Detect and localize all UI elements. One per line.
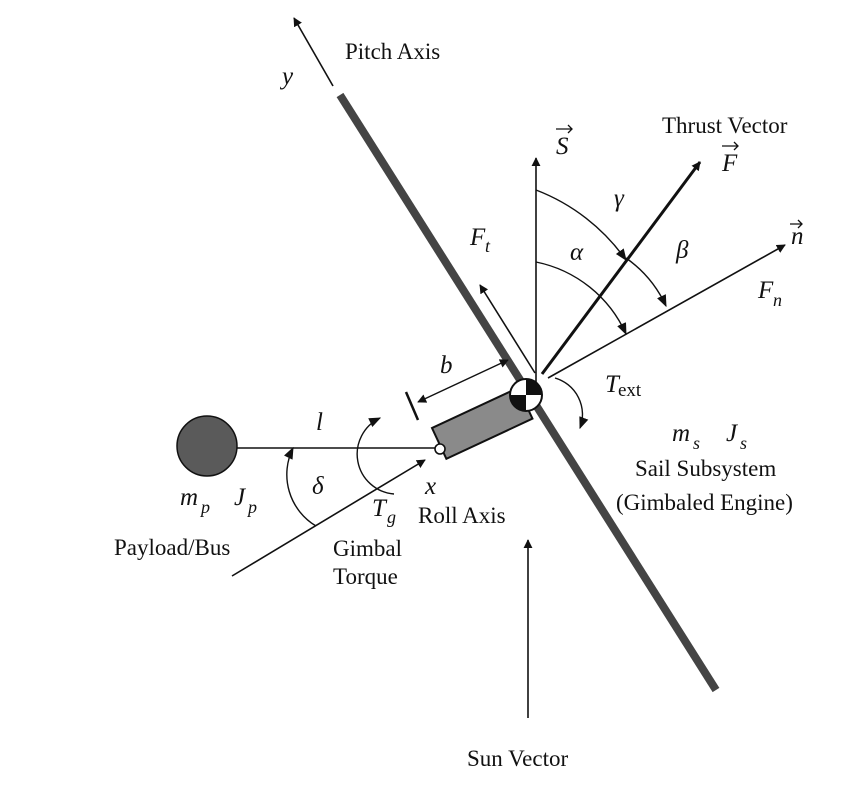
svg-text:p: p <box>199 497 210 517</box>
svg-text:T: T <box>605 371 621 398</box>
sun-vector-label: Sun Vector <box>467 746 568 771</box>
svg-text:n: n <box>791 223 804 250</box>
roll-axis-arrow <box>231 459 426 577</box>
svg-text:g: g <box>387 507 396 527</box>
gamma-arc <box>535 189 627 261</box>
ft-label: F t <box>469 224 491 256</box>
pitch-axis-label: Pitch Axis <box>345 39 440 64</box>
payload-bus-label: Payload/Bus <box>114 535 230 560</box>
n-vector-label: n <box>790 219 804 250</box>
svg-text:t: t <box>485 236 491 256</box>
fn-label: F n <box>757 277 782 310</box>
text-torque-arc <box>554 377 589 430</box>
gamma-label: γ <box>614 185 625 212</box>
svg-text:m: m <box>672 420 690 447</box>
thrust-vector <box>540 161 702 375</box>
b-dimension-arrow <box>417 359 509 403</box>
alpha-arc <box>535 261 627 336</box>
torque-label: Torque <box>333 564 398 589</box>
b-label: b <box>440 352 453 379</box>
beta-label: β <box>675 237 689 264</box>
thrust-vector-label: Thrust Vector <box>662 113 788 138</box>
delta-arc <box>283 446 317 527</box>
x-axis-label: x <box>424 473 436 500</box>
tg-label: T g <box>372 495 396 527</box>
alpha-label: α <box>570 239 584 266</box>
jp-label: J p <box>234 484 257 517</box>
svg-text:F: F <box>721 150 738 177</box>
svg-text:T: T <box>372 495 388 522</box>
svg-text:S: S <box>556 133 569 160</box>
roll-axis-label: Roll Axis <box>418 503 506 528</box>
gimbal-pivot <box>434 443 446 455</box>
svg-text:p: p <box>246 497 257 517</box>
gimbal-torque-arc <box>356 417 395 495</box>
gimbal-label: Gimbal <box>333 536 402 561</box>
svg-text:F: F <box>469 224 486 251</box>
delta-label: δ <box>312 473 324 500</box>
normal-vector <box>547 244 786 379</box>
svg-text:s: s <box>693 433 700 453</box>
tangential-force-arrow <box>479 284 536 374</box>
mp-label: m p <box>180 484 210 517</box>
pitch-axis-arrow <box>293 17 334 87</box>
y-axis-label: y <box>279 63 294 90</box>
svg-text:J: J <box>234 484 247 511</box>
beta-arc <box>625 257 667 308</box>
ms-label: m s <box>672 420 700 453</box>
b-tick <box>404 391 420 421</box>
svg-text:F: F <box>757 277 774 304</box>
f-vector-label: F <box>721 141 739 177</box>
svg-text:m: m <box>180 484 198 511</box>
svg-text:J: J <box>726 420 739 447</box>
js-label: J s <box>726 420 747 453</box>
svg-text:n: n <box>773 290 782 310</box>
t-ext-label: T ext <box>605 371 642 401</box>
svg-text:ext: ext <box>618 380 642 401</box>
payload-sphere <box>176 415 238 477</box>
l-label: l <box>316 409 323 436</box>
sail-subsystem-label: Sail Subsystem <box>635 456 776 481</box>
s-vector-label: S <box>556 124 573 160</box>
svg-text:s: s <box>740 433 747 453</box>
center-of-mass-icon <box>509 378 543 412</box>
gimbaled-engine-label: (Gimbaled Engine) <box>616 490 793 515</box>
